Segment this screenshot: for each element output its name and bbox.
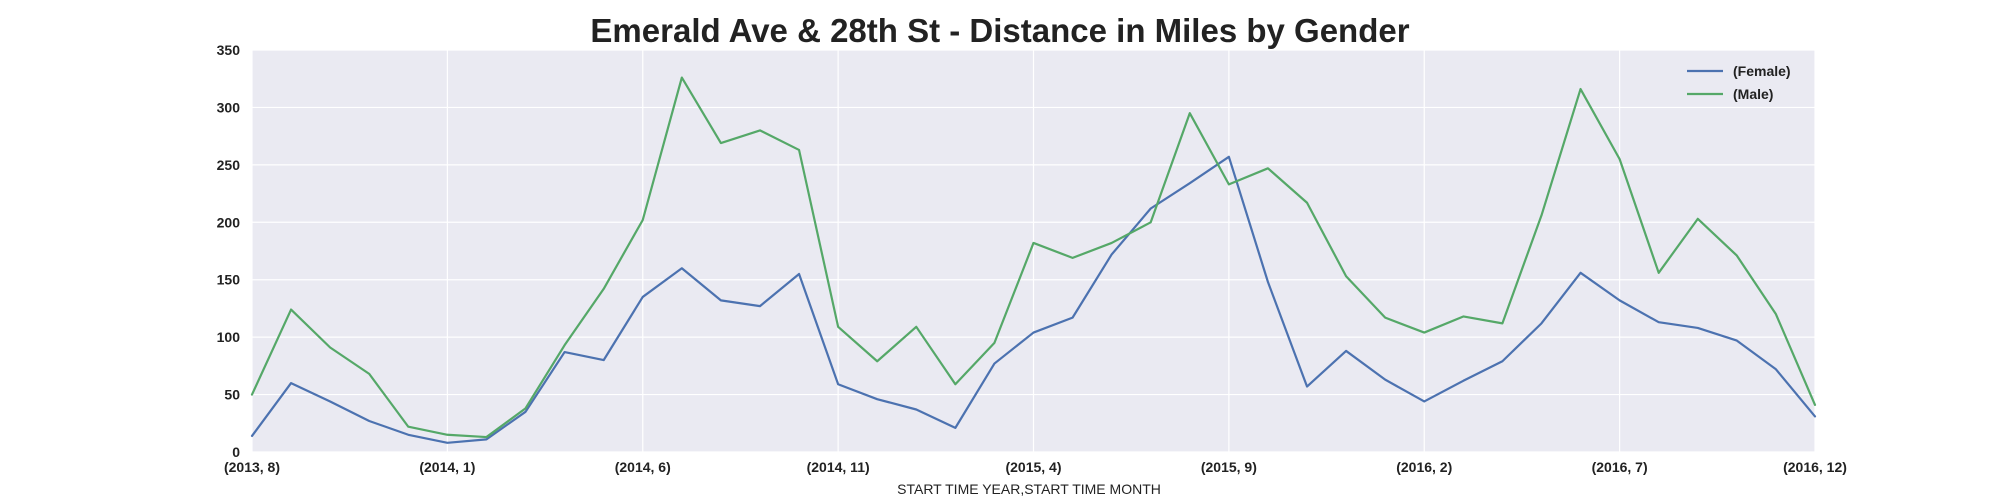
chart-title: Emerald Ave & 28th St - Distance in Mile… <box>590 12 1409 49</box>
y-tick-label: 300 <box>217 99 241 115</box>
x-tick-label: (2016, 7) <box>1592 459 1648 475</box>
grid-lines <box>251 49 1816 453</box>
y-axis-ticks: 0 50 100 150 200 250 300 350 <box>217 42 241 460</box>
legend: (Female) (Male) <box>1687 63 1791 102</box>
x-tick-label: (2016, 2) <box>1396 459 1452 475</box>
x-axis-ticks: (2013, 8) (2014, 1) (2014, 6) (2014, 11) (20… <box>224 459 1847 475</box>
y-tick-label: 200 <box>217 214 241 230</box>
legend-label: (Female) <box>1733 63 1791 79</box>
x-tick-label: (2015, 9) <box>1201 459 1257 475</box>
x-tick-label: (2014, 11) <box>807 459 870 475</box>
y-tick-label: 250 <box>217 157 241 173</box>
x-axis-label: START TIME YEAR,START TIME MONTH <box>897 481 1161 497</box>
x-tick-label: (2014, 6) <box>615 459 671 475</box>
y-tick-label: 0 <box>232 444 240 460</box>
x-tick-label: (2013, 8) <box>224 459 280 475</box>
x-tick-label: (2015, 4) <box>1005 459 1061 475</box>
x-tick-label: (2016, 12) <box>1783 459 1847 475</box>
y-tick-label: 50 <box>224 387 240 403</box>
y-tick-label: 150 <box>217 272 241 288</box>
x-tick-label: (2014, 1) <box>419 459 475 475</box>
series-line-0 <box>250 155 1817 444</box>
series-lines <box>250 76 1817 444</box>
y-tick-label: 350 <box>217 42 241 58</box>
series-line-1 <box>250 76 1817 439</box>
y-tick-label: 100 <box>217 329 241 345</box>
legend-label: (Male) <box>1733 86 1773 102</box>
